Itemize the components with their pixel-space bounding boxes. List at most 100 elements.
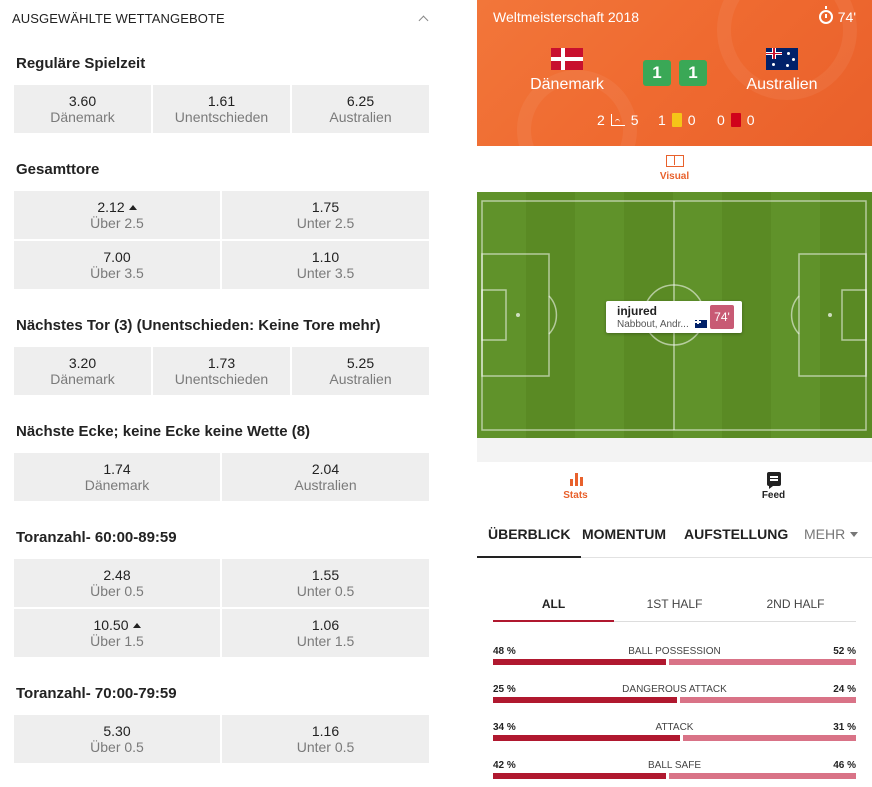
stat-home-bar [493,659,666,665]
odds-button[interactable]: 5.30 Über 0.5 [14,715,220,763]
red-cards-stat: 0 0 [717,112,755,128]
odds-value: 1.74 [103,461,131,477]
market-title-regular: Reguläre Spielzeit [16,55,146,72]
odds-value: 1.75 [311,199,340,215]
featured-markets-header[interactable]: AUSGEWÄHLTE WETTANGEBOTE [0,0,442,36]
odds-label: Unter 2.5 [296,215,355,231]
odds-button[interactable]: 1.75 Unter 2.5 [222,191,429,239]
stat-away-value: 52 % [833,646,856,657]
odds-label: Unter 3.5 [296,265,355,281]
stat-away-bar [669,659,856,665]
tab-stats-label: Stats [563,490,588,501]
chevron-up-icon[interactable] [418,13,428,23]
stat-away-value: 46 % [833,760,856,771]
odds-value: 6.25 [346,93,375,109]
bottom-tab-bar: Stats Feed [477,462,872,508]
scoreboard: Weltmeisterschaft 2018 74' Dänemark 1 1 … [477,0,872,146]
home-corners: 2 [597,112,605,128]
odds-label: Dänemark [84,477,150,493]
odds-value: 1.10 [311,249,340,265]
odds-button[interactable]: 3.60 Dänemark [14,85,151,133]
odds-button[interactable]: 1.55 Unter 0.5 [222,559,429,607]
away-team: Australien [739,48,825,94]
stat-home-bar [493,773,666,779]
odds-button[interactable]: 2.48 Über 0.5 [14,559,220,607]
trend-up-icon [132,623,141,628]
odds-button[interactable]: 1.06 Unter 1.5 [222,609,429,657]
tab-lineup[interactable]: AUFSTELLUNG [684,526,789,542]
odds-button[interactable]: 2.04 Australien [222,453,429,501]
stat-away-bar [683,735,856,741]
chat-icon [766,472,781,489]
yellow-card-icon [671,113,682,127]
away-yellow-cards: 0 [687,112,696,128]
odds-label: Unentschieden [174,109,269,125]
away-corners: 5 [630,112,639,128]
odds-button[interactable]: 1.16 Unter 0.5 [222,715,429,763]
odds-label: Unentschieden [174,371,269,387]
stat-home-value: 48 % [493,646,516,657]
stat-home-value: 42 % [493,760,516,771]
odds-label: Über 1.5 [90,633,144,649]
stat-home-value: 25 % [493,684,516,695]
stat-away-value: 24 % [833,684,856,695]
stopwatch-icon [818,6,833,24]
half-selector: ALL 1ST HALF 2ND HALF [493,588,856,622]
tab-feed[interactable]: Feed [675,462,872,508]
match-widget: Weltmeisterschaft 2018 74' Dänemark 1 1 … [477,0,872,787]
stat-row: 42 % BALL SAFE 46 % [493,760,856,782]
tab-second-half[interactable]: 2ND HALF [766,597,825,611]
odds-value: 7.00 [103,249,131,265]
tab-visual[interactable]: Visual [477,146,872,192]
away-score: 1 [679,60,707,86]
market-title-goals-70-79: Toranzahl- 70:00-79:59 [16,685,177,702]
odds-label: Australien [329,109,392,125]
odds-button[interactable]: 2.12 Über 2.5 [14,191,220,239]
odds-label: Über 0.5 [90,739,144,755]
odds-button[interactable]: 10.50 Über 1.5 [14,609,220,657]
corner-flag-icon [610,114,625,126]
odds-label: Unter 1.5 [296,633,355,649]
odds-value: 1.73 [207,355,236,371]
odds-button[interactable]: 1.73 Unentschieden [153,347,290,395]
tab-stats[interactable]: Stats [477,462,674,508]
event-tooltip: injured Nabbout, Andr... 74' [606,301,742,333]
stat-name: DANGEROUS ATTACK [622,684,727,695]
red-card-icon [730,113,741,127]
tab-all[interactable]: ALL [493,588,614,622]
odds-button[interactable]: 5.25 Australien [292,347,429,395]
stat-away-value: 31 % [833,722,856,733]
yellow-cards-stat: 1 0 [658,112,696,128]
stat-name: ATTACK [655,722,694,733]
odds-label: Australien [329,371,392,387]
match-clock: 74' [818,6,856,25]
stat-row: 25 % DANGEROUS ATTACK 24 % [493,684,856,706]
odds-value: 3.20 [68,355,97,371]
odds-value: 2.04 [311,461,340,477]
odds-button[interactable]: 1.74 Dänemark [14,453,220,501]
featured-markets-title: AUSGEWÄHLTE WETTANGEBOTE [12,10,225,26]
odds-button[interactable]: 1.10 Unter 3.5 [222,241,429,289]
betting-panel: AUSGEWÄHLTE WETTANGEBOTE Reguläre Spielz… [0,0,442,787]
competition-name: Weltmeisterschaft 2018 [493,9,640,25]
odds-label: Unter 0.5 [296,583,355,599]
stat-row: 48 % BALL POSSESSION 52 % [493,646,856,668]
away-team-name: Australien [746,76,818,93]
tab-momentum[interactable]: MOMENTUM [582,526,666,542]
stat-home-bar [493,697,677,703]
odds-value: 1.55 [311,567,340,583]
odds-button[interactable]: 6.25 Australien [292,85,429,133]
market-title-total-goals: Gesamttore [16,161,100,178]
market-title-next-corner: Nächste Ecke; keine Ecke keine Wette (8) [16,423,311,440]
odds-button[interactable]: 7.00 Über 3.5 [14,241,220,289]
trend-up-icon [128,205,137,210]
stat-home-value: 34 % [493,722,516,733]
odds-label: Über 2.5 [90,215,144,231]
tab-first-half[interactable]: 1ST HALF [646,597,703,611]
odds-button[interactable]: 1.61 Unentschieden [153,85,290,133]
odds-value: 1.06 [311,617,340,633]
tab-more[interactable]: MEHR [804,512,859,558]
home-score: 1 [643,60,671,86]
tab-overview[interactable]: ÜBERBLICK [477,512,582,558]
odds-button[interactable]: 3.20 Dänemark [14,347,151,395]
